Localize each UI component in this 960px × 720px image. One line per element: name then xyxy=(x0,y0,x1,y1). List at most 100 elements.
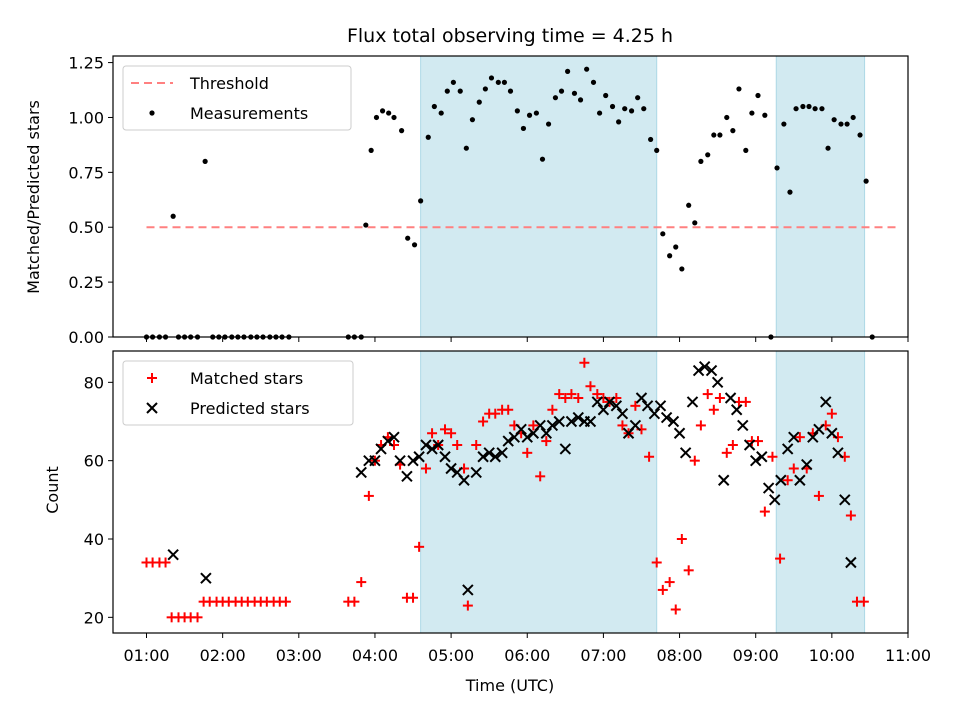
x-tick-label: 06:00 xyxy=(504,646,550,665)
measurement-point xyxy=(386,110,392,116)
predicted-star-point xyxy=(426,443,438,455)
axes-frame xyxy=(112,55,909,338)
measurement-point xyxy=(660,231,666,237)
matched-star-point xyxy=(579,357,590,368)
measurement-point xyxy=(622,106,628,112)
matched-star-point xyxy=(535,471,546,482)
matched-star-point xyxy=(617,420,628,431)
predicted-star-point xyxy=(546,419,559,432)
matched-star-point xyxy=(845,510,856,521)
matched-star-point xyxy=(573,393,584,403)
chart-title: Flux total observing time = 4.25 h xyxy=(347,25,673,47)
shaded-interval xyxy=(420,55,658,338)
predicted-star-point xyxy=(489,451,501,463)
predicted-star-point xyxy=(692,364,705,377)
matched-star-point xyxy=(775,553,786,564)
predicted-star-point xyxy=(559,443,572,455)
measurement-point xyxy=(373,114,380,121)
predicted-star-point xyxy=(420,439,432,451)
predicted-star-point xyxy=(629,419,642,432)
y-tick-label: 0.50 xyxy=(68,218,104,237)
matched-star-point xyxy=(794,432,805,443)
predicted-star-point xyxy=(534,419,546,432)
predicted-star-point xyxy=(794,474,806,486)
x-tick-label: 01:00 xyxy=(123,646,169,665)
predicted-star-point xyxy=(635,392,648,404)
x-tick-label: 09:00 xyxy=(733,646,779,665)
legend: Threshold Measurements xyxy=(122,65,352,131)
predicted-star-point xyxy=(737,419,749,432)
measurement-point xyxy=(825,145,831,151)
measurement-point xyxy=(488,75,495,81)
measurement-point xyxy=(590,79,597,85)
predicted-star-point xyxy=(660,411,673,424)
predicted-star-point xyxy=(769,494,781,506)
matched-star-point xyxy=(721,447,732,458)
predicted-star-point xyxy=(654,400,667,412)
matched-star-point xyxy=(702,389,713,400)
predicted-star-point xyxy=(355,466,367,479)
measurement-point xyxy=(202,158,208,164)
measurement-point xyxy=(755,92,761,99)
predicted-star-point xyxy=(781,443,794,455)
measurement-point xyxy=(526,112,533,118)
x-tick-label: 08:00 xyxy=(656,646,702,665)
measurement-point xyxy=(635,95,641,101)
measurement-point xyxy=(603,92,609,99)
predicted-star-point xyxy=(616,407,629,420)
predicted-star-point xyxy=(462,584,474,596)
matched-star-point xyxy=(708,404,719,415)
predicted-star-point xyxy=(553,415,565,428)
matched-star-point xyxy=(427,428,438,439)
measurement-point xyxy=(399,128,405,134)
top-y-axis-label: Matched/Predicted stars xyxy=(24,100,43,294)
axes-frame xyxy=(112,350,909,634)
matched-star-point xyxy=(788,463,799,474)
predicted-star-point xyxy=(572,411,584,424)
predicted-star-point xyxy=(591,396,604,408)
measurement-point xyxy=(705,152,711,158)
matched-star-point xyxy=(826,408,837,419)
x-tick-label: 04:00 xyxy=(352,646,398,665)
matched-star-point xyxy=(408,592,419,603)
measurement-point xyxy=(450,79,456,85)
predicted-star-point xyxy=(845,556,857,569)
predicted-star-point xyxy=(801,458,813,471)
measurement-point xyxy=(571,90,578,96)
legend-matched-marker xyxy=(147,373,157,383)
matched-star-point xyxy=(160,557,171,568)
y-tick-label: 1.00 xyxy=(68,108,104,127)
predicted-star-point xyxy=(743,439,756,451)
predicted-star-point xyxy=(807,431,819,443)
matched-star-point xyxy=(446,428,457,439)
bottom-y-axis-label: Count xyxy=(43,466,62,514)
matched-star-point xyxy=(503,404,514,415)
measurement-point xyxy=(533,110,539,116)
matched-star-point xyxy=(592,389,603,400)
measurement-point xyxy=(692,220,698,226)
predicted-star-point xyxy=(388,431,400,443)
measurement-point xyxy=(565,68,571,74)
measurement-point xyxy=(717,132,723,138)
matched-star-point xyxy=(554,389,565,400)
matched-star-point xyxy=(528,420,539,431)
predicted-star-point xyxy=(711,376,724,389)
x-tick-label: 07:00 xyxy=(580,646,626,665)
y-tick-label: 0.00 xyxy=(68,328,104,347)
x-tick-label: 11:00 xyxy=(885,646,931,665)
measurement-point xyxy=(781,121,787,127)
predicted-star-point xyxy=(401,470,413,483)
predicted-star-point xyxy=(521,431,533,443)
shaded-interval xyxy=(775,350,866,634)
measurement-point xyxy=(787,189,793,195)
x-tick-label: 03:00 xyxy=(276,646,322,665)
measurement-point xyxy=(812,106,818,112)
measurement-point xyxy=(463,145,469,151)
predicted-star-point xyxy=(705,364,718,377)
bottom-panel: 20 40 60 80 01:00 02:00 03:00 04:00 05:00 06:00 07… xyxy=(84,350,931,665)
predicted-star-point xyxy=(413,451,425,463)
measurement-point xyxy=(552,95,559,101)
matched-star-point xyxy=(759,506,770,517)
measurement-point xyxy=(379,108,386,114)
